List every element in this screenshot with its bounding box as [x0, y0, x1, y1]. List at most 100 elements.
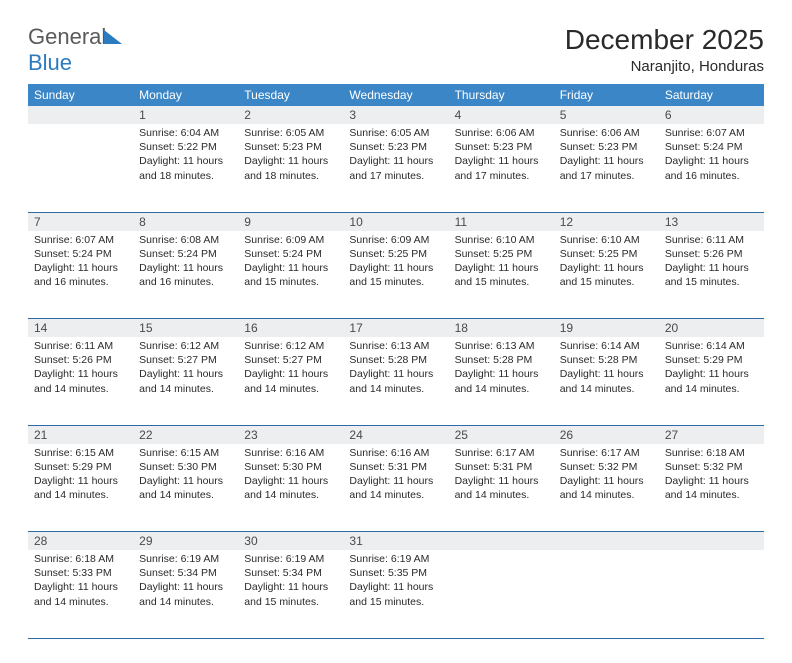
day-cell: Sunrise: 6:07 AMSunset: 5:24 PMDaylight:… — [659, 124, 764, 212]
day-cell: Sunrise: 6:19 AMSunset: 5:34 PMDaylight:… — [133, 550, 238, 638]
day-line: and 14 minutes. — [139, 488, 232, 502]
day-details: Sunrise: 6:11 AMSunset: 5:26 PMDaylight:… — [659, 231, 764, 294]
day-line: Sunrise: 6:13 AM — [455, 339, 548, 353]
day-cell: Sunrise: 6:08 AMSunset: 5:24 PMDaylight:… — [133, 231, 238, 319]
daynum-cell: 21 — [28, 425, 133, 444]
day-line: Daylight: 11 hours — [349, 261, 442, 275]
day-cell — [449, 550, 554, 638]
day-line: Daylight: 11 hours — [139, 154, 232, 168]
day-line: Sunset: 5:25 PM — [455, 247, 548, 261]
day-cell: Sunrise: 6:07 AMSunset: 5:24 PMDaylight:… — [28, 231, 133, 319]
daynum-cell: 1 — [133, 106, 238, 124]
daynum-cell: 19 — [554, 319, 659, 338]
day-line: and 15 minutes. — [455, 275, 548, 289]
daynum-cell — [28, 106, 133, 124]
day-line: Daylight: 11 hours — [244, 154, 337, 168]
day-line: and 16 minutes. — [139, 275, 232, 289]
daynum-cell: 2 — [238, 106, 343, 124]
daynum-row: 123456 — [28, 106, 764, 124]
weekday-header-row: Sunday Monday Tuesday Wednesday Thursday… — [28, 84, 764, 106]
day-line: Sunset: 5:34 PM — [139, 566, 232, 580]
day-line: Daylight: 11 hours — [349, 154, 442, 168]
day-line: Sunrise: 6:04 AM — [139, 126, 232, 140]
day-line: Sunset: 5:25 PM — [349, 247, 442, 261]
day-line: Sunset: 5:34 PM — [244, 566, 337, 580]
day-line: Daylight: 11 hours — [665, 261, 758, 275]
day-line: Sunrise: 6:19 AM — [349, 552, 442, 566]
day-line: Sunrise: 6:12 AM — [244, 339, 337, 353]
daynum-cell: 24 — [343, 425, 448, 444]
day-cell: Sunrise: 6:09 AMSunset: 5:24 PMDaylight:… — [238, 231, 343, 319]
day-cell: Sunrise: 6:16 AMSunset: 5:30 PMDaylight:… — [238, 444, 343, 532]
day-line: and 14 minutes. — [139, 382, 232, 396]
day-line: Daylight: 11 hours — [349, 367, 442, 381]
day-line: and 16 minutes. — [34, 275, 127, 289]
daynum-cell: 25 — [449, 425, 554, 444]
day-line: Sunrise: 6:10 AM — [560, 233, 653, 247]
day-line: Sunset: 5:32 PM — [560, 460, 653, 474]
day-cell — [554, 550, 659, 638]
day-line: Sunrise: 6:11 AM — [34, 339, 127, 353]
day-line: and 15 minutes. — [349, 275, 442, 289]
daynum-cell: 12 — [554, 212, 659, 231]
day-line: Sunrise: 6:07 AM — [34, 233, 127, 247]
day-details: Sunrise: 6:19 AMSunset: 5:34 PMDaylight:… — [238, 550, 343, 613]
day-line: and 17 minutes. — [455, 169, 548, 183]
day-line: and 18 minutes. — [244, 169, 337, 183]
day-line: Sunrise: 6:18 AM — [34, 552, 127, 566]
day-line: Sunset: 5:33 PM — [34, 566, 127, 580]
day-line: Daylight: 11 hours — [244, 367, 337, 381]
day-line: Daylight: 11 hours — [34, 474, 127, 488]
daynum-cell: 4 — [449, 106, 554, 124]
day-cell: Sunrise: 6:06 AMSunset: 5:23 PMDaylight:… — [554, 124, 659, 212]
day-cell: Sunrise: 6:04 AMSunset: 5:22 PMDaylight:… — [133, 124, 238, 212]
content-row: Sunrise: 6:04 AMSunset: 5:22 PMDaylight:… — [28, 124, 764, 212]
day-line: Daylight: 11 hours — [34, 580, 127, 594]
day-line: Sunrise: 6:16 AM — [349, 446, 442, 460]
day-details: Sunrise: 6:05 AMSunset: 5:23 PMDaylight:… — [238, 124, 343, 187]
day-line: and 14 minutes. — [560, 382, 653, 396]
day-line: Sunrise: 6:16 AM — [244, 446, 337, 460]
daynum-cell: 8 — [133, 212, 238, 231]
day-details: Sunrise: 6:09 AMSunset: 5:25 PMDaylight:… — [343, 231, 448, 294]
daynum-cell: 11 — [449, 212, 554, 231]
day-line: Daylight: 11 hours — [34, 261, 127, 275]
day-cell: Sunrise: 6:19 AMSunset: 5:34 PMDaylight:… — [238, 550, 343, 638]
daynum-cell — [659, 532, 764, 551]
day-line: and 15 minutes. — [560, 275, 653, 289]
daynum-cell: 23 — [238, 425, 343, 444]
calendar-body: 123456Sunrise: 6:04 AMSunset: 5:22 PMDay… — [28, 106, 764, 638]
day-line: and 15 minutes. — [244, 595, 337, 609]
day-details: Sunrise: 6:09 AMSunset: 5:24 PMDaylight:… — [238, 231, 343, 294]
day-details: Sunrise: 6:12 AMSunset: 5:27 PMDaylight:… — [133, 337, 238, 400]
day-line: Sunset: 5:30 PM — [244, 460, 337, 474]
content-row: Sunrise: 6:07 AMSunset: 5:24 PMDaylight:… — [28, 231, 764, 319]
daynum-cell — [554, 532, 659, 551]
day-line: Daylight: 11 hours — [560, 474, 653, 488]
day-line: and 17 minutes. — [349, 169, 442, 183]
daynum-cell: 13 — [659, 212, 764, 231]
content-row: Sunrise: 6:11 AMSunset: 5:26 PM Daylight:… — [28, 337, 764, 425]
day-details: Sunrise: 6:14 AMSunset: 5:28 PMDaylight:… — [554, 337, 659, 400]
day-details: Sunrise: 6:06 AMSunset: 5:23 PMDaylight:… — [449, 124, 554, 187]
day-line: Sunset: 5:26 PM — [34, 353, 127, 367]
daynum-row: 78910111213 — [28, 212, 764, 231]
day-line: Sunrise: 6:07 AM — [665, 126, 758, 140]
day-line: Sunset: 5:24 PM — [665, 140, 758, 154]
day-cell: Sunrise: 6:12 AMSunset: 5:27 PMDaylight:… — [133, 337, 238, 425]
day-line: Daylight: 11 hours — [139, 474, 232, 488]
day-cell: Sunrise: 6:10 AMSunset: 5:25 PMDaylight:… — [554, 231, 659, 319]
header: General Blue December 2025 Naranjito, Ho… — [28, 24, 764, 76]
daynum-cell: 26 — [554, 425, 659, 444]
daynum-cell: 3 — [343, 106, 448, 124]
daynum-cell: 18 — [449, 319, 554, 338]
day-details: Sunrise: 6:19 AMSunset: 5:35 PMDaylight:… — [343, 550, 448, 613]
day-line: Daylight: 11 hours — [244, 261, 337, 275]
day-line: Daylight: 11 hours — [244, 474, 337, 488]
day-line: Sunrise: 6:14 AM — [560, 339, 653, 353]
day-line: and 18 minutes. — [139, 169, 232, 183]
day-details: Sunrise: 6:14 AMSunset: 5:29 PMDaylight:… — [659, 337, 764, 400]
day-line: Sunset: 5:23 PM — [560, 140, 653, 154]
day-line: Sunrise: 6:15 AM — [34, 446, 127, 460]
daynum-cell: 7 — [28, 212, 133, 231]
